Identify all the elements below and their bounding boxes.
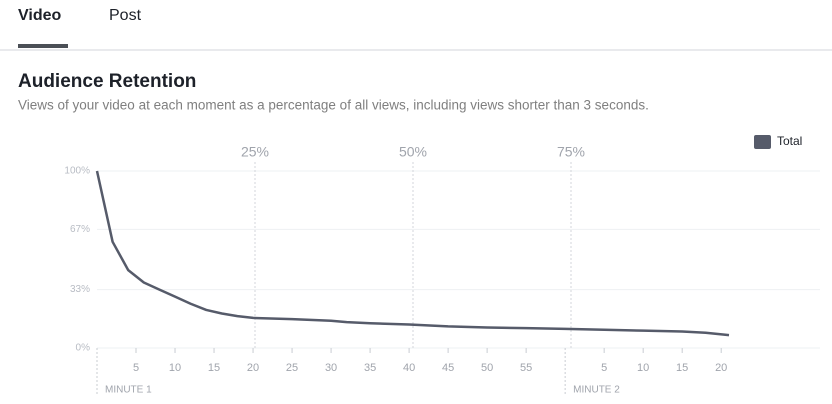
percent-label: 25% — [241, 144, 269, 160]
x-tick-label: 50 — [481, 362, 493, 374]
x-tick-label: 45 — [442, 362, 454, 374]
x-tick-label: 20 — [247, 362, 259, 374]
chart-title: Audience Retention — [18, 71, 196, 92]
x-tick-label: 30 — [325, 362, 337, 374]
x-tick-label: 40 — [403, 362, 415, 374]
tab-underline — [18, 44, 68, 48]
x-tick-label: 20 — [715, 362, 727, 374]
y-tick-label: 33% — [70, 284, 90, 295]
x-tick-label: 5 — [601, 362, 607, 374]
x-tick-label: 15 — [208, 362, 220, 374]
x-tick-label: 10 — [637, 362, 649, 374]
percent-label: 50% — [399, 144, 427, 160]
x-tick-label: 35 — [364, 362, 376, 374]
legend-swatch — [754, 135, 771, 149]
x-tick-label: 10 — [169, 362, 181, 374]
chart-subtitle: Views of your video at each moment as a … — [18, 98, 649, 113]
x-tick-label: 55 — [520, 362, 532, 374]
x-tick-label: 25 — [286, 362, 298, 374]
x-tick-label: 5 — [133, 362, 139, 374]
y-tick-label: 100% — [64, 166, 90, 177]
data-line — [95, 170, 730, 337]
minute-label: MINUTE 2 — [573, 385, 620, 396]
tab[interactable]: Post — [109, 7, 142, 24]
minute-label: MINUTE 1 — [105, 385, 152, 396]
x-tick-label: 15 — [676, 362, 688, 374]
percent-label: 75% — [557, 144, 585, 160]
legend-label: Total — [777, 134, 802, 148]
y-tick-label: 67% — [70, 224, 90, 235]
tab[interactable]: Video — [18, 7, 62, 24]
y-tick-label: 0% — [76, 343, 91, 354]
